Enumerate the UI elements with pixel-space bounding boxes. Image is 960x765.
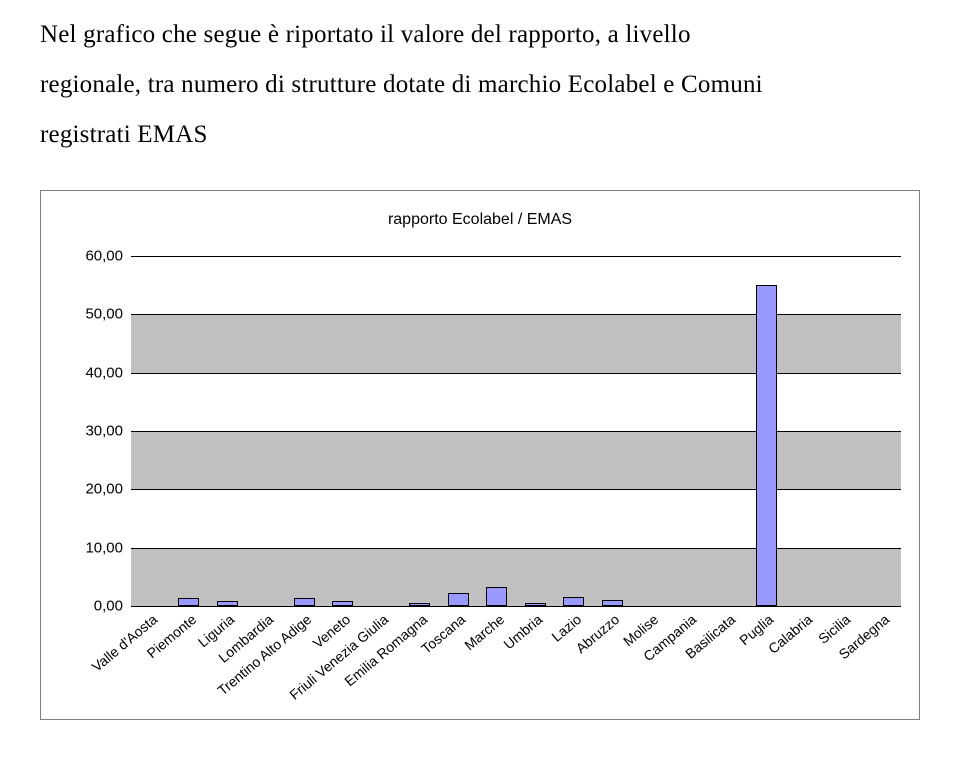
intro-paragraph: Nel grafico che segue è riportato il val… — [40, 10, 920, 160]
bar — [563, 597, 584, 606]
chart-frame: rapporto Ecolabel / EMAS 0,0010,0020,003… — [40, 190, 920, 720]
page: { "intro": { "line1": "Nel grafico che s… — [0, 0, 960, 765]
y-tick-label: 20,00 — [85, 481, 131, 498]
intro-line1: Nel grafico che segue è riportato il val… — [40, 21, 691, 48]
y-tick-label: 50,00 — [85, 306, 131, 323]
intro-line2: regionale, tra numero di strutture dotat… — [40, 71, 763, 98]
bar — [756, 285, 777, 606]
x-tick-label: Umbria — [501, 611, 546, 652]
x-tick-label: Marche — [461, 611, 507, 653]
bar — [332, 601, 353, 606]
bar — [217, 601, 238, 606]
intro-line3: registrati EMAS — [40, 121, 208, 148]
bar — [602, 600, 623, 606]
y-tick-label: 30,00 — [85, 423, 131, 440]
plot-area: 0,0010,0020,0030,0040,0050,0060,00 — [131, 256, 901, 606]
x-axis-labels: Valle d'AostaPiemonteLiguriaLombardiaTre… — [131, 611, 901, 711]
bar — [525, 603, 546, 607]
y-tick-label: 0,00 — [94, 598, 131, 615]
bar — [448, 593, 469, 606]
bar — [486, 587, 507, 606]
y-tick-label: 60,00 — [85, 248, 131, 265]
y-tick-label: 10,00 — [85, 539, 131, 556]
y-tick-label: 40,00 — [85, 364, 131, 381]
chart-title: rapporto Ecolabel / EMAS — [41, 211, 919, 229]
bar — [178, 598, 199, 606]
bar — [409, 603, 430, 607]
bar — [294, 598, 315, 606]
